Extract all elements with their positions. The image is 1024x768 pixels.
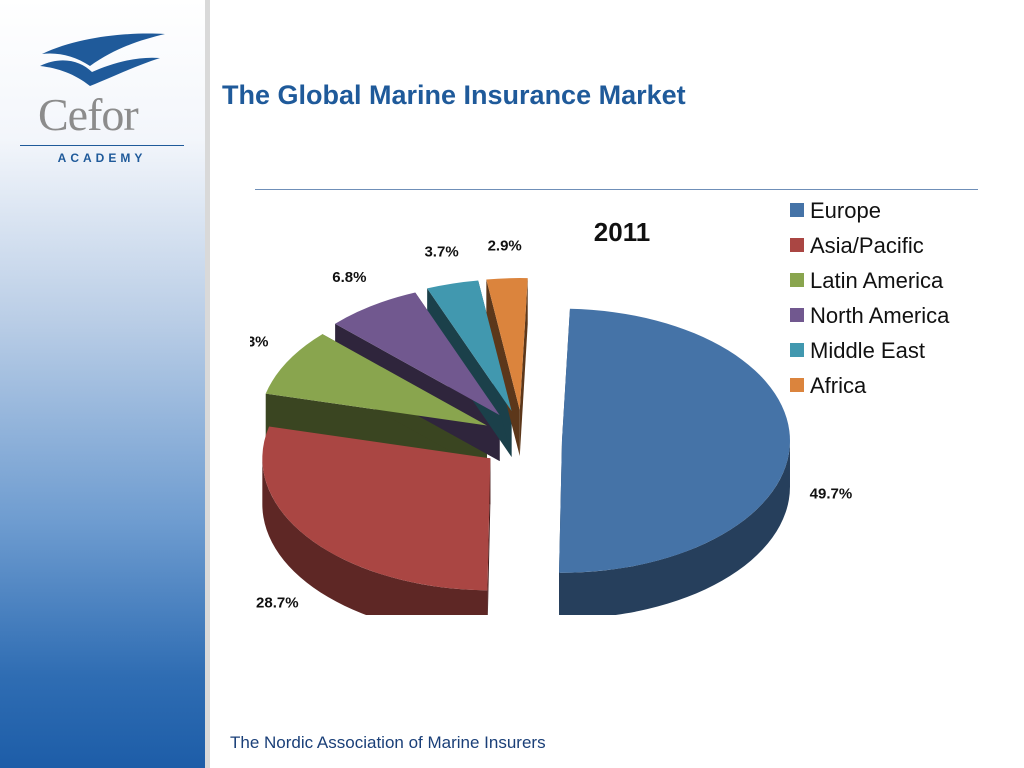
slice-wall-africa-start — [486, 279, 520, 457]
legend-swatch-africa — [790, 378, 804, 392]
cefor-wave-logo-icon — [40, 33, 165, 86]
sidebar-divider — [205, 0, 210, 768]
pie-data-labels: 49.7% 28.7% 8.3% 6.8% 3.7% 2.9% — [250, 238, 852, 612]
data-label-europe: 49.7% — [810, 485, 853, 502]
pie-slice-north-america — [335, 292, 500, 416]
logo-divider — [20, 145, 184, 146]
title-divider — [255, 189, 978, 190]
legend-swatch-latin-america — [790, 273, 804, 287]
slice-wall-africa-end — [519, 278, 528, 457]
pie-slice-africa — [486, 278, 528, 411]
pie-slices-top — [262, 278, 790, 591]
data-label-north-america: 6.8% — [332, 269, 366, 286]
chart-title: 2011 — [594, 217, 650, 247]
pie-slice-middle-east — [427, 280, 512, 412]
legend-swatch-europe — [790, 203, 804, 217]
legend-label-latin-america: Latin America — [810, 268, 944, 293]
legend-swatch-north-america — [790, 308, 804, 322]
sidebar-panel — [0, 0, 205, 768]
legend-label-europe: Europe — [810, 198, 881, 223]
pie-slice-asia-pacific — [262, 426, 491, 591]
pie-chart: 49.7% 28.7% 8.3% 6.8% 3.7% 2.9% 2011 Europe As… — [250, 198, 950, 615]
pie-slice-europe — [559, 308, 790, 573]
pie-slice-latin-america — [265, 334, 487, 426]
legend-swatch-asia-pacific — [790, 238, 804, 252]
logo-wordmark: Cefor — [38, 89, 139, 140]
logo-subtitle: ACADEMY — [57, 151, 147, 165]
data-label-middle-east: 3.7% — [424, 244, 458, 261]
chart-legend: Europe Asia/Pacific Latin America North Ame… — [790, 198, 950, 398]
data-label-asia-pacific: 28.7% — [256, 594, 299, 611]
slice-rim-europe — [559, 440, 790, 615]
data-label-latin-america: 8.3% — [250, 333, 269, 350]
legend-swatch-middle-east — [790, 343, 804, 357]
slice-rim-asia-pacific — [262, 458, 488, 615]
legend-label-asia-pacific: Asia/Pacific — [810, 233, 924, 258]
legend-label-africa: Africa — [810, 373, 867, 398]
footer-text: The Nordic Association of Marine Insurer… — [230, 733, 546, 752]
page-title: The Global Marine Insurance Market — [222, 80, 686, 110]
legend-label-middle-east: Middle East — [810, 338, 925, 363]
legend-label-north-america: North America — [810, 303, 950, 328]
data-label-africa: 2.9% — [488, 238, 522, 255]
